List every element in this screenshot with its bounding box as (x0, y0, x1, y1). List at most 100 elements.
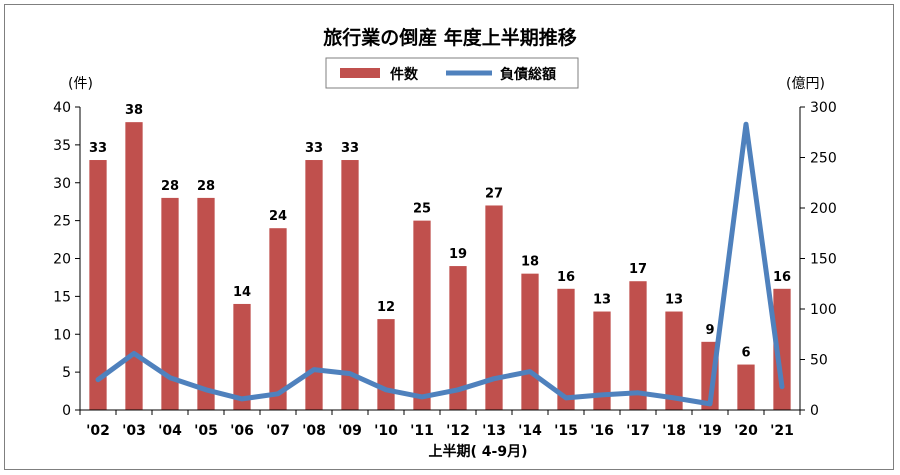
bar (305, 160, 323, 410)
bar (773, 288, 791, 410)
debt-point (348, 372, 352, 376)
chart-title: 旅行業の倒産 年度上半期推移 (323, 26, 577, 49)
left-tick-label: 15 (53, 289, 71, 305)
x-tick-label: '13 (482, 423, 506, 439)
bar (341, 160, 359, 410)
right-tick-label: 150 (810, 252, 837, 268)
bar (233, 303, 251, 410)
debt-point (276, 392, 280, 396)
bar (197, 197, 215, 410)
x-tick-label: '08 (302, 423, 326, 439)
bar-labels: 33 38 28 28 14 24 33 33 12 25 19 27 18 16 13 17 13 9 6 16 (89, 103, 791, 360)
debt-point (708, 402, 712, 406)
x-tick-label: '16 (590, 423, 614, 439)
right-tick-label: 50 (810, 353, 828, 369)
x-axis-label: 上半期( 4-9月) (429, 443, 528, 460)
left-tick-label: 40 (53, 100, 71, 116)
debt-point (420, 395, 424, 399)
debt-point (132, 351, 136, 355)
bar-data-label: 33 (305, 141, 323, 156)
bar (521, 273, 539, 410)
right-tick-label: 250 (810, 151, 837, 167)
bar (161, 197, 179, 410)
legend-label-count: 件数 (390, 66, 419, 83)
bar (269, 228, 287, 410)
x-tick-label: '03 (122, 423, 146, 439)
x-tick-label: '05 (194, 423, 218, 439)
debt-point (492, 377, 496, 381)
debt-point (384, 388, 388, 392)
debt-line (95, 121, 785, 407)
left-tick-label: 20 (53, 252, 71, 268)
bar (593, 311, 611, 410)
bar-data-label: 28 (161, 179, 179, 194)
right-tick-label: 100 (810, 302, 837, 318)
bar-data-label: 6 (741, 346, 750, 361)
x-tick-label: '19 (698, 423, 722, 439)
bars (89, 122, 791, 411)
left-axis-ticks: 0 5 10 15 20 25 30 35 40 (53, 100, 80, 419)
x-tick-label: '07 (266, 423, 290, 439)
right-tick-label: 200 (810, 201, 837, 217)
right-tick-label: 0 (810, 403, 819, 419)
bar (125, 122, 143, 411)
bar-data-label: 25 (413, 202, 431, 217)
bar-data-label: 12 (377, 300, 395, 315)
debt-point (672, 396, 676, 400)
legend-swatch-bar (340, 68, 380, 78)
left-tick-label: 0 (62, 403, 71, 419)
legend-label-debt: 負債総額 (500, 66, 556, 83)
x-tick-label: '10 (374, 423, 398, 439)
left-tick-label: 5 (62, 365, 71, 381)
bar-data-label: 14 (233, 285, 251, 300)
bar-data-label: 33 (89, 141, 107, 156)
x-tick-label: '21 (770, 423, 794, 439)
x-tick-label: '12 (446, 423, 470, 439)
x-tick-label: '06 (230, 423, 254, 439)
x-tick-label: '02 (86, 423, 110, 439)
debt-point (528, 370, 532, 374)
left-axis-unit: (件) (68, 76, 93, 92)
x-tick-label: '09 (338, 423, 362, 439)
debt-point (312, 368, 316, 372)
bar (377, 319, 395, 410)
bar-data-label: 16 (557, 270, 575, 285)
bar (629, 281, 647, 410)
bar-data-label: 27 (485, 186, 503, 201)
debt-point (780, 385, 784, 389)
bar-data-label: 9 (705, 323, 714, 338)
left-tick-label: 35 (53, 138, 71, 154)
right-axis-unit: (億円) (786, 76, 825, 92)
bar-data-label: 24 (269, 209, 287, 224)
x-tick-label: '14 (518, 423, 542, 439)
bar (737, 364, 755, 410)
left-tick-label: 10 (53, 327, 71, 343)
x-tick-label: '18 (662, 423, 686, 439)
debt-line-layer (95, 121, 785, 407)
debt-point (600, 393, 604, 397)
bar-data-label: 13 (593, 293, 611, 308)
debt-point (204, 388, 208, 392)
x-tick-label: '11 (410, 423, 434, 439)
debt-point (636, 391, 640, 395)
bar (485, 205, 503, 410)
debt-point (456, 388, 460, 392)
bar-data-label: 13 (665, 293, 683, 308)
bar-data-label: 16 (773, 270, 791, 285)
debt-point (240, 397, 244, 401)
x-tick-label: '17 (626, 423, 650, 439)
bar (413, 220, 431, 410)
bar-data-label: 38 (125, 103, 143, 118)
right-axis-ticks: 0 50 100 150 200 250 300 (800, 100, 837, 419)
x-axis-ticks: '02 '03 '04 '05 '06 '07 '08 '09 '10 '11 '12 '13 '14 '… (79, 410, 801, 439)
left-tick-label: 30 (53, 176, 71, 192)
debt-point (564, 396, 568, 400)
left-tick-label: 25 (53, 214, 71, 230)
x-tick-label: '15 (554, 423, 578, 439)
bar-data-label: 33 (341, 141, 359, 156)
bar-data-label: 17 (629, 262, 647, 277)
x-tick-label: '20 (734, 423, 758, 439)
debt-point (96, 378, 100, 382)
bar (89, 160, 107, 410)
